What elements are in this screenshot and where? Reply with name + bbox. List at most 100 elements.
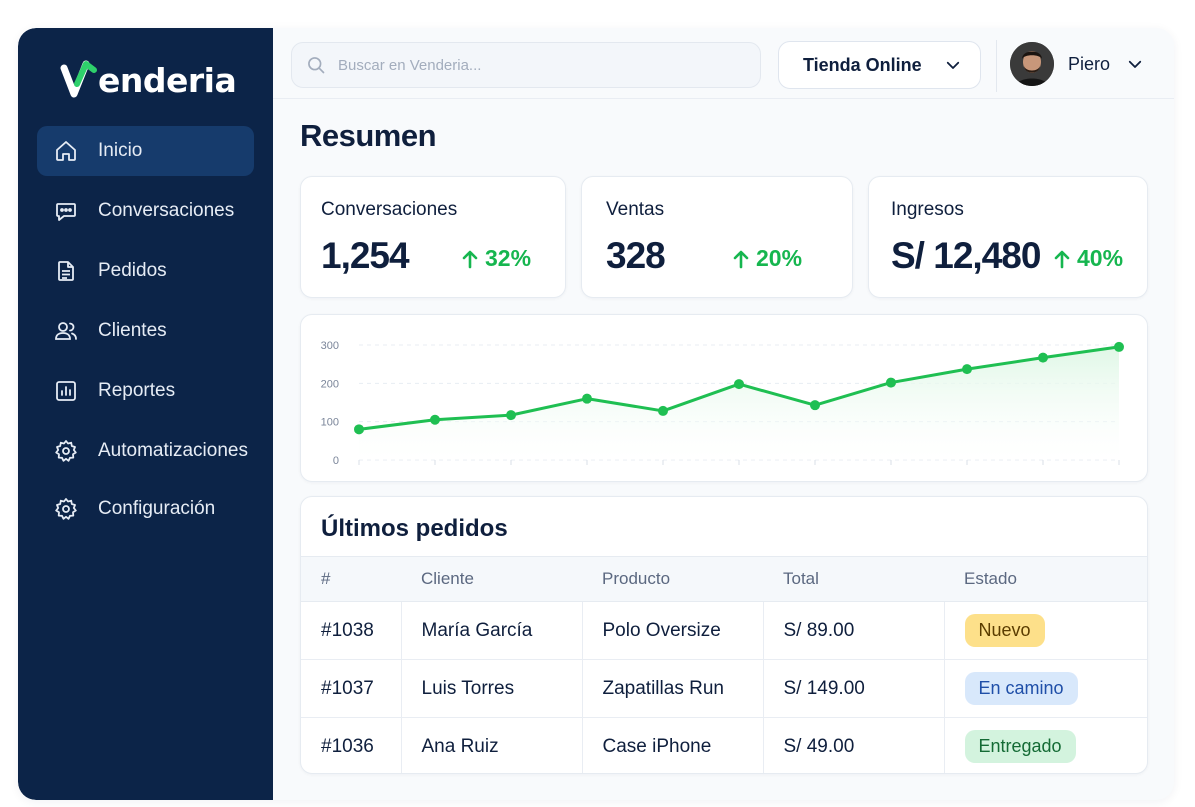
chat-icon: [54, 199, 78, 223]
sidebar-item-automatizaciones[interactable]: Automatizaciones: [37, 426, 254, 476]
page-title: Resumen: [300, 118, 437, 153]
chart-data-point: [430, 414, 440, 425]
stat-card-ventas: Ventas 328 20%: [581, 176, 853, 298]
y-tick-label: 200: [321, 378, 339, 390]
order-estado-cell: Nuevo: [943, 601, 1147, 660]
order-total: S/ 89.00: [762, 601, 944, 660]
column-header-total: Total: [763, 556, 944, 602]
y-tick-label: 100: [321, 417, 339, 429]
sidebar-item-label: Conversaciones: [98, 200, 235, 221]
user-menu[interactable]: Piero: [1010, 40, 1160, 88]
sales-chart-card: 300 200 100 0: [300, 314, 1148, 482]
stat-change: 40%: [1053, 245, 1123, 272]
order-total: S/ 49.00: [762, 717, 944, 773]
brand-name: enderia: [98, 60, 237, 100]
order-producto: Polo Oversize: [581, 601, 763, 660]
brand-logo[interactable]: enderia: [60, 56, 237, 104]
sidebar-item-reportes[interactable]: Reportes: [37, 366, 254, 416]
column-header-cliente: Cliente: [401, 556, 582, 602]
home-icon: [54, 139, 78, 163]
store-select[interactable]: Tienda Online: [778, 41, 981, 89]
sales-chart: 300 200 100 0: [321, 340, 1124, 467]
stat-change-value: 20%: [756, 245, 803, 271]
sidebar-item-clientes[interactable]: Clientes: [37, 306, 254, 356]
stat-label: Ingresos: [891, 199, 964, 220]
sidebar-item-conversaciones[interactable]: Conversaciones: [37, 186, 254, 236]
stat-value: 328: [606, 235, 666, 276]
stat-value: 1,254: [321, 235, 410, 276]
order-id: #1037: [301, 659, 401, 718]
order-producto: Zapatillas Run: [581, 659, 763, 718]
sidebar-item-label: Clientes: [98, 320, 167, 341]
column-header-producto: Producto: [582, 556, 763, 602]
stat-label: Ventas: [606, 199, 665, 220]
chart-data-point: [1038, 352, 1048, 363]
arrow-up-icon: [733, 250, 749, 268]
users-icon: [54, 319, 78, 343]
orders-title: Últimos pedidos: [321, 515, 508, 542]
order-total: S/ 149.00: [762, 659, 944, 718]
stat-change: 32%: [461, 245, 531, 272]
chart-data-point: [1114, 341, 1124, 352]
chart-data-point: [506, 410, 516, 421]
sidebar-item-label: Reportes: [98, 380, 176, 401]
stat-label: Conversaciones: [321, 199, 458, 220]
gear-icon: [54, 497, 78, 521]
order-cliente: Luis Torres: [400, 659, 582, 718]
order-id: #1036: [321, 735, 374, 757]
stat-change: 20%: [732, 245, 802, 272]
column-header-estado: Estado: [944, 556, 1147, 602]
chevron-down-icon: [1128, 60, 1142, 68]
order-id: #1038: [301, 601, 401, 660]
chart-data-point: [354, 424, 364, 435]
status-badge: Entregado: [964, 730, 1076, 764]
arrow-up-icon: [1054, 250, 1070, 268]
chart-data-point: [658, 405, 668, 416]
chart-area-fill: [359, 346, 1119, 460]
table-row[interactable]: #1037 Luis Torres Zapatillas Run S/ 149.…: [301, 659, 1147, 718]
table-row[interactable]: #1038 María García Polo Oversize S/ 89.0…: [301, 601, 1147, 660]
stat-value: S/ 12,480: [891, 235, 1041, 276]
order-estado-cell: Entregado: [943, 717, 1147, 773]
sidebar-item-label: Automatizaciones: [98, 440, 248, 461]
chart-data-point: [734, 379, 744, 390]
header-divider: [996, 40, 997, 92]
search-input[interactable]: [338, 56, 738, 74]
sidebar: enderia Inicio Conversaciones Pedidos Cl…: [18, 28, 273, 800]
avatar: [1010, 42, 1054, 86]
stat-card-conversaciones: Conversaciones 1,254 32%: [300, 176, 566, 298]
store-select-value: Tienda Online: [803, 54, 922, 75]
stat-change-value: 32%: [485, 245, 532, 271]
order-producto: Case iPhone: [581, 717, 763, 773]
chart-data-point: [582, 393, 592, 404]
search-bar[interactable]: [291, 42, 761, 88]
table-row[interactable]: #1036 Ana Ruiz Case iPhone S/ 49.00 Entr…: [301, 717, 1147, 773]
chevron-down-icon: [946, 61, 960, 69]
sidebar-item-label: Inicio: [98, 140, 143, 161]
app-window: enderia Inicio Conversaciones Pedidos Cl…: [18, 28, 1174, 800]
sidebar-item-inicio[interactable]: Inicio: [37, 126, 254, 176]
document-icon: [54, 259, 78, 283]
order-cliente: María García: [400, 601, 582, 660]
chart-data-point: [886, 377, 896, 388]
y-tick-label: 300: [321, 340, 339, 352]
column-header-id: #: [301, 556, 401, 602]
arrow-up-icon: [462, 250, 478, 268]
user-name: Piero: [1068, 53, 1111, 74]
chart-data-point: [810, 400, 820, 411]
sidebar-item-configuracion[interactable]: Configuración: [37, 484, 254, 534]
y-tick-label: 0: [333, 455, 339, 467]
orders-table: # Cliente Producto Total Estado #1038 Ma…: [301, 556, 1147, 773]
stat-card-ingresos: Ingresos S/ 12,480 40%: [868, 176, 1148, 298]
logo-check-icon: [60, 60, 97, 98]
sidebar-item-label: Configuración: [98, 498, 216, 519]
order-estado-cell: En camino: [943, 659, 1147, 718]
orders-card: Últimos pedidos # Cliente Producto Total…: [300, 496, 1148, 774]
status-badge: En camino: [964, 672, 1078, 705]
sidebar-item-label: Pedidos: [98, 260, 167, 281]
stat-change-value: 40%: [1077, 245, 1124, 271]
search-icon: [308, 57, 325, 74]
sidebar-item-pedidos[interactable]: Pedidos: [37, 246, 254, 296]
header-bottom-border: [273, 98, 1174, 99]
gear-icon: [54, 439, 78, 463]
